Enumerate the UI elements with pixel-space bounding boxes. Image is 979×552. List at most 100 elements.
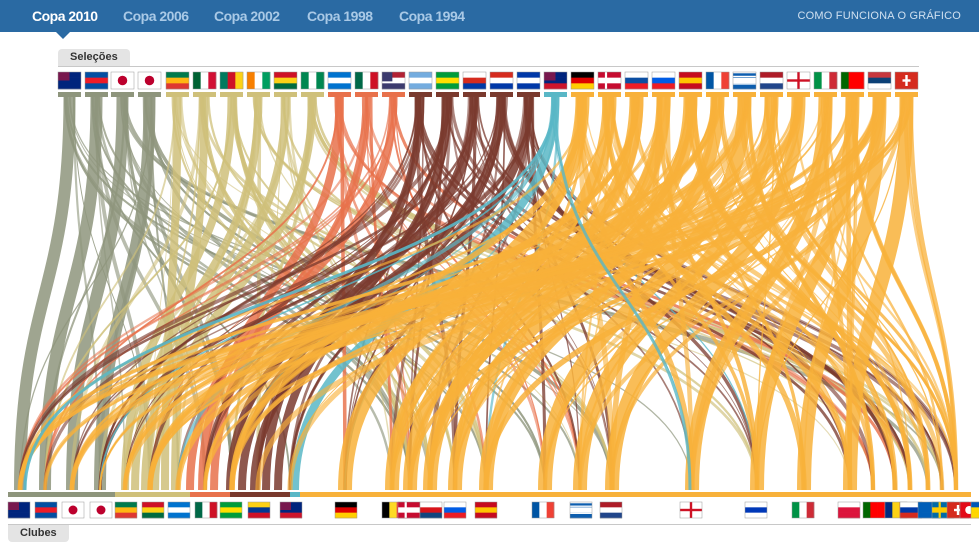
slovenia-flag-icon[interactable] [651,71,676,90]
poland-flag-icon[interactable] [837,501,861,519]
how-it-works-link[interactable]: COMO FUNCIONA O GRÁFICO [797,10,961,22]
france-flag-icon[interactable] [531,501,555,519]
greece-flag-icon[interactable] [569,501,593,519]
north-korea-flag-icon[interactable] [84,71,109,90]
england-flag-icon[interactable] [679,501,703,519]
ukraine-flag-icon[interactable] [970,501,979,519]
australia-flag-icon[interactable] [57,71,82,90]
mexico-flag-icon[interactable] [354,71,379,90]
england-flag-icon[interactable] [786,71,811,90]
new-zealand-flag-icon[interactable] [543,71,568,90]
flow-ribbon [19,96,153,491]
south-africa-flag-icon[interactable] [165,71,190,90]
flow-ribbon [18,96,368,491]
target-bar [115,492,190,497]
source-bar [625,92,648,97]
target-bar [300,492,971,497]
ghana-flag-icon[interactable] [273,71,298,90]
serbia-flag-icon[interactable] [867,71,892,90]
source-bar [328,92,351,97]
flow-ribbon [255,96,880,491]
paraguay-flag-icon[interactable] [489,71,514,90]
ghana-flag-icon[interactable] [141,501,165,519]
tab-copa-1998[interactable]: Copa 1998 [307,8,373,24]
japan-flag-icon[interactable] [89,501,113,519]
cameroon-flag-icon[interactable] [219,71,244,90]
south-korea-flag-icon[interactable] [61,501,85,519]
brazil-flag-icon[interactable] [219,501,243,519]
bottom-section-divider [8,524,971,525]
target-bar [8,492,115,497]
flow-ribbon [23,96,557,491]
portugal-flag-icon[interactable] [840,71,865,90]
italy-flag-icon[interactable] [813,71,838,90]
flow-ribbons [14,96,959,491]
netherlands-flag-icon[interactable] [599,501,623,519]
greece-flag-icon[interactable] [732,71,757,90]
source-bar [841,92,864,97]
flow-ribbon [797,96,887,491]
germany-flag-icon[interactable] [570,71,595,90]
tab-copa-1994[interactable]: Copa 1994 [399,8,465,24]
flag-bars [8,92,971,497]
flow-ribbon [70,96,203,491]
new-zealand-flag-icon[interactable] [279,501,303,519]
flow-ribbon [908,96,959,491]
chile-flag-icon[interactable] [462,71,487,90]
ivory-coast-flag-icon[interactable] [246,71,271,90]
flow-ribbon [148,96,912,491]
australia-flag-icon[interactable] [7,501,31,519]
slovenia-flag-icon[interactable] [443,501,467,519]
slovakia-flag-icon[interactable] [624,71,649,90]
mexico-flag-icon[interactable] [194,501,218,519]
source-bar [652,92,675,97]
north-korea-flag-icon[interactable] [34,501,58,519]
south-africa-flag-icon[interactable] [114,501,138,519]
netherlands-flag-icon[interactable] [759,71,784,90]
algeria-flag-icon[interactable] [192,71,217,90]
germany-flag-icon[interactable] [334,501,358,519]
source-bar [274,92,297,97]
japan-flag-icon[interactable] [137,71,162,90]
flow-ribbon [122,96,882,491]
nigeria-flag-icon[interactable] [300,71,325,90]
flow-ribbon [391,96,688,491]
source-bar [679,92,702,97]
source-bar [355,92,378,97]
brazil-flag-icon[interactable] [435,71,460,90]
flow-ribbon [99,96,556,491]
usa-flag-icon[interactable] [381,71,406,90]
tab-copa-2002[interactable]: Copa 2002 [214,8,280,24]
spain-flag-icon[interactable] [678,71,703,90]
uruguay-flag-icon[interactable] [516,71,541,90]
switzerland-flag-icon[interactable] [894,71,919,90]
czech-flag-icon[interactable] [419,501,443,519]
honduras-flag-icon[interactable] [167,501,191,519]
italy-flag-icon[interactable] [791,501,815,519]
target-bar [230,492,290,497]
target-bar [190,492,230,497]
flow-ribbon [843,96,914,491]
argentina-flag-icon[interactable] [408,71,433,90]
spain-flag-icon[interactable] [474,501,498,519]
flow-ribbon [18,96,478,491]
flow-ribbon [605,96,806,491]
tab-copa-2010[interactable]: Copa 2010 [32,8,98,24]
france-flag-icon[interactable] [705,71,730,90]
south-korea-flag-icon[interactable] [110,71,135,90]
section-label-selecoes: Seleções [58,49,130,66]
active-tab-pointer [56,32,70,39]
colombia-flag-icon[interactable] [247,501,271,519]
flow-ribbon [203,96,906,491]
flow-ribbon [553,96,692,491]
flow-ribbon [483,96,718,491]
denmark-flag-icon[interactable] [397,501,421,519]
flow-ribbon [689,96,828,491]
portugal-flag-icon[interactable] [862,501,886,519]
source-bar [760,92,783,97]
honduras-flag-icon[interactable] [327,71,352,90]
denmark-flag-icon[interactable] [597,71,622,90]
israel-flag-icon[interactable] [744,501,768,519]
tab-copa-2006[interactable]: Copa 2006 [123,8,189,24]
source-bar [490,92,513,97]
